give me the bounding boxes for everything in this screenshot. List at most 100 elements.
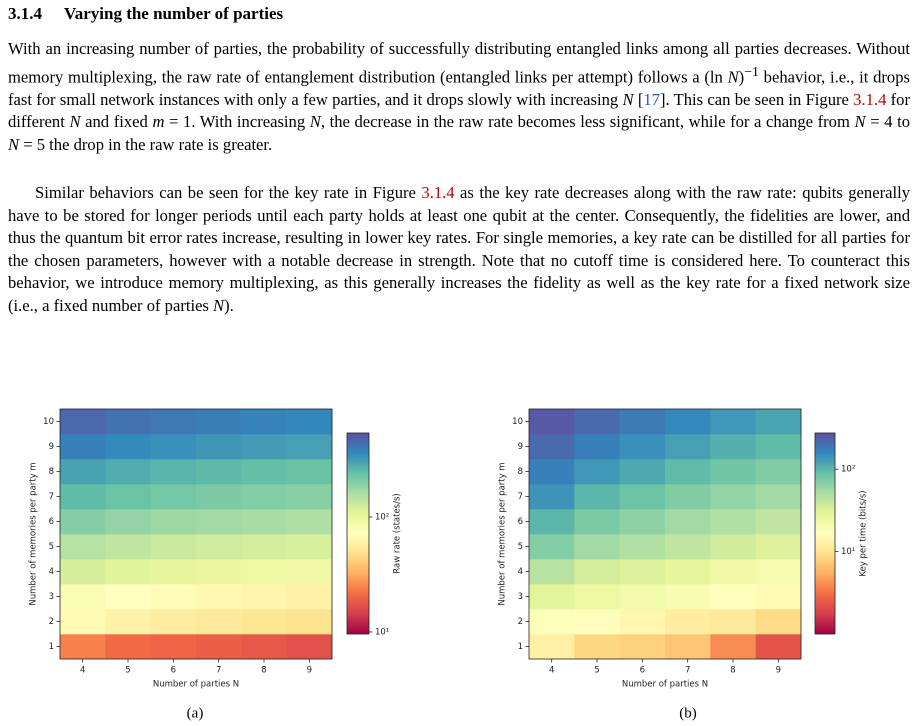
heatmap-cell [150,534,197,560]
colorbar-label: Key per time (bits/s) [859,490,869,576]
heatmap-cell [619,459,666,485]
text: ). [224,295,234,315]
heatmap-cell [150,484,197,510]
colorbar [346,432,370,635]
y-tick-label: 10 [512,417,523,427]
heatmap-cell [150,509,197,535]
text: for different [8,89,910,132]
heatmap-cell [286,609,333,635]
heatmap-cell [60,609,106,635]
heatmap-cell [710,534,756,560]
heatmap-cell [529,634,575,660]
heatmap-cell [60,409,106,435]
heatmap-cell [60,434,106,460]
heatmap-cell [755,584,802,610]
heatmap-cell [150,434,197,460]
heatmap-cell [196,584,242,610]
heatmap-cell [710,459,756,485]
y-axis-label: Number of memories per party m [498,462,508,605]
figure-ref[interactable]: 3.1.4 [421,183,455,202]
colorbar-label: Raw rate (states/s) [393,493,403,573]
heatmap-cell [710,634,756,660]
heatmap-cell [665,534,711,560]
heatmap-cell [665,609,711,635]
heatmap-cell [574,609,620,635]
heatmap-cell [755,484,802,510]
heatmap-cell [665,459,711,485]
heatmap-cell [105,434,151,460]
heatmap-cell [241,584,287,610]
heatmap-cell [619,609,666,635]
y-tick-label: 1 [49,642,54,652]
figure-caption: (b) [679,705,697,721]
math: N [309,112,321,132]
y-tick-label: 6 [518,517,523,527]
heatmap-cell [619,534,666,560]
heatmap-cell [710,584,756,610]
heatmap-cell [196,409,242,435]
heatmap-cell [755,609,802,635]
heatmap-cell [105,534,151,560]
text: [ [633,89,644,109]
x-tick-label: 4 [549,666,554,676]
heatmap-cell [241,534,287,560]
plot-frame [59,408,333,660]
heatmap-cell [710,434,756,460]
heatmap-cell [60,559,106,585]
heatmap-cell [60,509,106,535]
heatmap-cell [60,534,106,560]
heatmap-cell [241,634,287,660]
heatmap-cell [665,434,711,460]
heatmap-cell [150,459,197,485]
x-tick-label: 8 [261,666,266,676]
x-tick-label: 5 [125,666,130,676]
heatmap-cell [665,484,711,510]
math: N [854,112,866,132]
text: = 5 the drop in the raw rate is greater. [19,134,273,154]
x-tick-label: 9 [776,666,781,676]
heatmap-cell [529,409,575,435]
plot-frame [528,408,802,660]
y-tick-label: 3 [518,592,523,602]
heatmap-cell [150,559,197,585]
colorbar-tick-label: 10² [841,465,855,475]
y-tick-label: 5 [49,542,54,552]
heatmap-cell [619,584,666,610]
text: Similar behaviors can be seen for the ke… [35,183,422,202]
heatmap-cell [529,609,575,635]
heatmap-cell [619,409,666,435]
heatmap-cell [665,584,711,610]
heatmap-cell [755,509,802,535]
heatmap-cell [196,534,242,560]
heatmap-cell [105,609,151,635]
citation[interactable]: 17 [643,89,660,109]
y-tick-label: 2 [518,617,523,627]
y-tick-label: 9 [518,442,523,452]
x-tick-label: 8 [730,666,735,676]
x-tick-label: 6 [171,666,176,676]
y-tick-label: 3 [49,592,54,602]
x-tick-label: 4 [80,666,85,676]
heatmap-cell [286,484,333,510]
heatmap-cell [286,634,333,660]
figure-ref[interactable]: 3.1.4 [853,89,887,109]
math: N [213,295,225,315]
section-number: 3.1.4 [8,4,42,23]
heatmap-cell [60,484,106,510]
heatmap-cell [529,509,575,535]
text: With an increasing number of parties, th… [8,39,910,87]
heatmap-cell [574,434,620,460]
colorbar-tick-label: 10¹ [841,547,855,557]
heatmap-cell [574,559,620,585]
text: and fixed [80,112,153,132]
x-tick-label: 5 [594,666,599,676]
heatmap-cell [286,584,333,610]
heatmap-cell [665,509,711,535]
paragraph: With an increasing number of parties, th… [8,38,910,157]
heatmap-cell [286,459,333,485]
text: behavior, i.e., it drops fast for small … [8,67,910,109]
x-tick-label: 6 [640,666,645,676]
heatmap-cell [529,534,575,560]
heatmap-cell [60,459,106,485]
heatmap-cell [755,634,802,660]
